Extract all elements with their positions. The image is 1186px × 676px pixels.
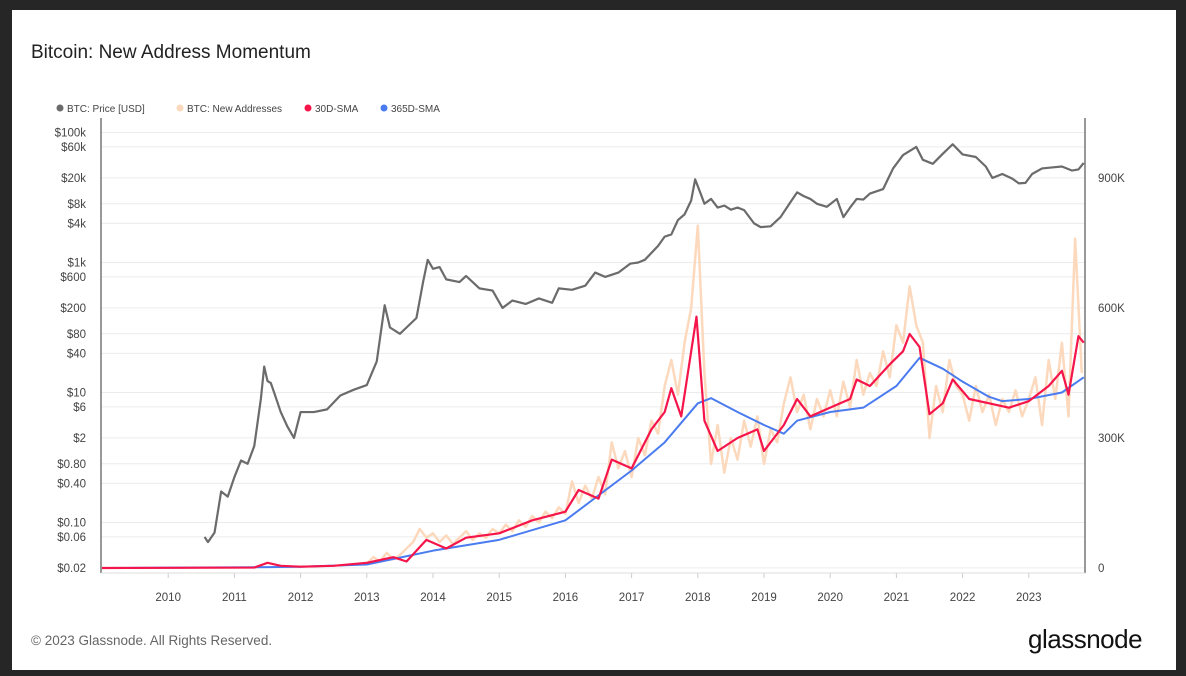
- x-tick-label: 2019: [751, 592, 777, 604]
- x-tick-label: 2023: [1016, 592, 1042, 604]
- y-left-tick-label: $6: [73, 402, 86, 414]
- y-left-tick-label: $20k: [61, 173, 86, 185]
- legend-label: BTC: Price [USD]: [67, 104, 145, 115]
- y-left-tick-label: $600: [60, 272, 86, 284]
- x-tick-label: 2012: [288, 592, 314, 604]
- y-left-tick-label: $10: [67, 388, 86, 400]
- y-left-tick-label: $8k: [67, 199, 86, 211]
- copyright-footer: © 2023 Glassnode. All Rights Reserved.: [31, 633, 273, 648]
- y-left-tick-label: $0.80: [57, 459, 86, 471]
- y-right-tick-label: 300K: [1098, 433, 1125, 445]
- chart-card: [12, 10, 1176, 670]
- glassnode-logo: glassnode: [1028, 624, 1143, 654]
- sma-365d-line: [101, 356, 1085, 569]
- y-left-tick-label: $60k: [61, 142, 86, 154]
- btc-price-line: [203, 143, 1085, 544]
- y-left-tick-label: $1k: [67, 258, 86, 270]
- y-left-tick-label: $0.02: [57, 563, 86, 575]
- y-left-tick-label: $0.06: [57, 532, 86, 544]
- y-left-tick-label: $200: [60, 303, 86, 315]
- x-tick-label: 2021: [884, 592, 910, 604]
- y-right-tick-label: 600K: [1098, 303, 1125, 315]
- y-left-tick-label: $2: [73, 433, 86, 445]
- legend-marker: [380, 104, 388, 112]
- legend-label: 30D-SMA: [315, 104, 359, 115]
- y-left-tick-label: $40: [67, 348, 86, 360]
- page-title: Bitcoin: New Address Momentum: [31, 42, 311, 63]
- legend-label: 365D-SMA: [391, 104, 440, 115]
- legend-marker: [56, 104, 64, 112]
- y-left-tick-label: $4k: [67, 218, 86, 230]
- x-tick-label: 2022: [950, 592, 976, 604]
- new-addresses-line: [365, 224, 1084, 565]
- legend-marker: [176, 104, 184, 112]
- x-tick-label: 2018: [685, 592, 711, 604]
- y-right-tick-label: 900K: [1098, 173, 1125, 185]
- x-tick-label: 2011: [222, 592, 247, 604]
- x-tick-label: 2015: [486, 592, 512, 604]
- sma-30d-line: [101, 315, 1085, 570]
- legend-label: BTC: New Addresses: [187, 104, 282, 115]
- y-left-tick-label: $0.10: [57, 518, 86, 530]
- y-right-tick-label: 0: [1098, 563, 1104, 575]
- y-left-tick-label: $80: [67, 329, 86, 341]
- y-left-tick-label: $0.40: [57, 478, 86, 490]
- y-left-tick-label: $100k: [55, 128, 87, 140]
- x-tick-label: 2020: [817, 592, 843, 604]
- x-tick-label: 2017: [619, 592, 645, 604]
- x-tick-label: 2016: [553, 592, 579, 604]
- x-tick-label: 2010: [155, 592, 181, 604]
- x-tick-label: 2013: [354, 592, 380, 604]
- legend-marker: [304, 104, 312, 112]
- x-tick-label: 2014: [420, 592, 446, 604]
